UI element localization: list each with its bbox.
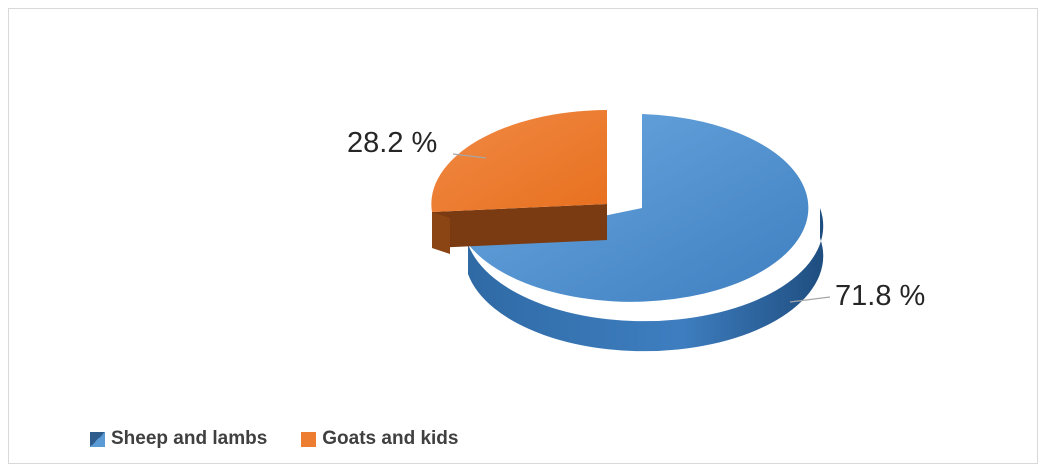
legend-item-goats: Goats and kids [301, 428, 458, 450]
slice-sheep-and-lambs [468, 114, 824, 352]
legend-label-goats: Goats and kids [322, 428, 459, 449]
legend-label-sheep: Sheep and lambs [111, 428, 268, 449]
slice-sheep-side [468, 208, 824, 352]
slice-goats-side [432, 204, 607, 248]
legend-swatch-sheep [90, 431, 105, 447]
legend-swatch-goats [301, 431, 317, 447]
slice-goats-side-front [432, 212, 450, 254]
data-label-goats: 28.2 % [347, 127, 437, 159]
leader-line-sheep [789, 296, 831, 303]
slice-sheep-top [468, 114, 809, 302]
data-label-sheep: 71.8 % [835, 280, 925, 312]
leader-line-goats [452, 153, 487, 159]
slice-goats-top [431, 110, 607, 212]
legend-item-sheep: Sheep and lambs [90, 428, 267, 450]
legend: Sheep and lambs Goats and kids [90, 428, 492, 450]
slice-goats-and-kids [431, 110, 607, 254]
